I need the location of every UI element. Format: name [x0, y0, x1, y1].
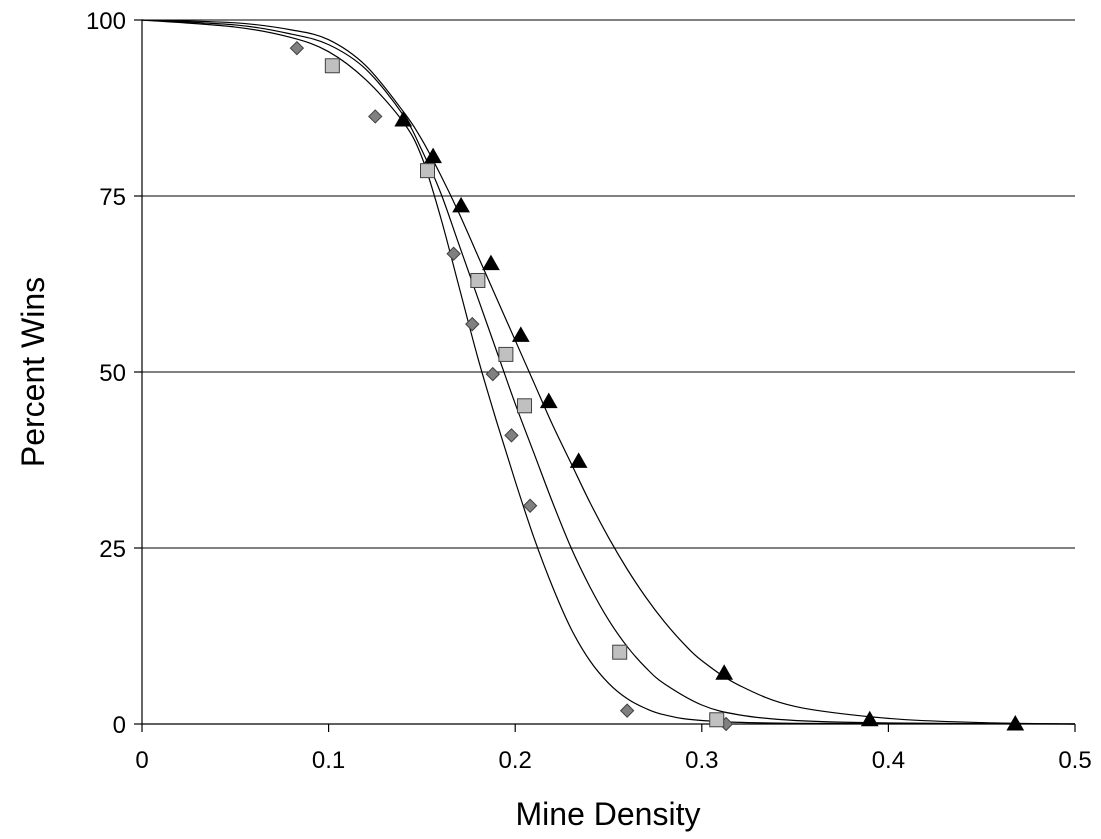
triangle-point — [511, 326, 530, 342]
tick-labels: 0 25 50 75 100 0 0.1 0.2 0.3 0.4 0.5 — [86, 8, 1092, 774]
triangle-point — [452, 196, 470, 213]
diamond-point — [446, 246, 461, 261]
fit-curves — [141, 19, 1076, 725]
fit-curve-triangle — [141, 19, 1076, 725]
diamond-point — [522, 498, 538, 513]
square-point — [517, 398, 533, 414]
square-point — [498, 346, 514, 362]
diamond-point — [619, 703, 635, 718]
x-axis-title: Mine Density — [516, 796, 701, 832]
data-markers — [289, 40, 1025, 732]
diamond-point — [465, 316, 480, 332]
fit-curve-diamond — [141, 19, 1076, 725]
triangle-point — [424, 147, 442, 164]
x-tick-label: 0.5 — [1058, 747, 1091, 774]
y-tick-label: 100 — [86, 8, 126, 35]
x-tick-label: 0.4 — [872, 747, 905, 774]
square-point — [324, 58, 340, 74]
y-tick-label: 50 — [99, 360, 126, 387]
x-tick-label: 0 — [135, 747, 148, 774]
diamond-point — [368, 109, 383, 124]
diamond-point — [485, 366, 501, 382]
triangle-point — [860, 710, 879, 727]
y-tick-label: 0 — [113, 712, 126, 739]
triangle-point — [539, 392, 558, 409]
triangle-point — [1006, 714, 1025, 731]
triangle-point — [715, 664, 734, 680]
square-point — [709, 712, 725, 728]
diamond-point — [504, 428, 519, 443]
gridlines — [142, 19, 1075, 549]
y-axis-title: Percent Wins — [15, 277, 51, 467]
square-point — [612, 644, 628, 660]
y-tick-label: 25 — [99, 536, 126, 563]
x-tick-label: 0.3 — [685, 747, 718, 774]
square-point — [419, 163, 435, 179]
square-point — [470, 272, 486, 288]
triangle-point — [569, 452, 588, 468]
triangle-point — [482, 254, 500, 271]
y-tick-label: 75 — [99, 184, 126, 211]
x-tick-label: 0.1 — [312, 747, 345, 774]
x-tick-label: 0.2 — [499, 747, 532, 774]
triangle-point — [394, 110, 413, 127]
axes — [134, 19, 1076, 732]
diamond-point — [289, 40, 305, 56]
fit-curve-square — [141, 19, 1076, 725]
